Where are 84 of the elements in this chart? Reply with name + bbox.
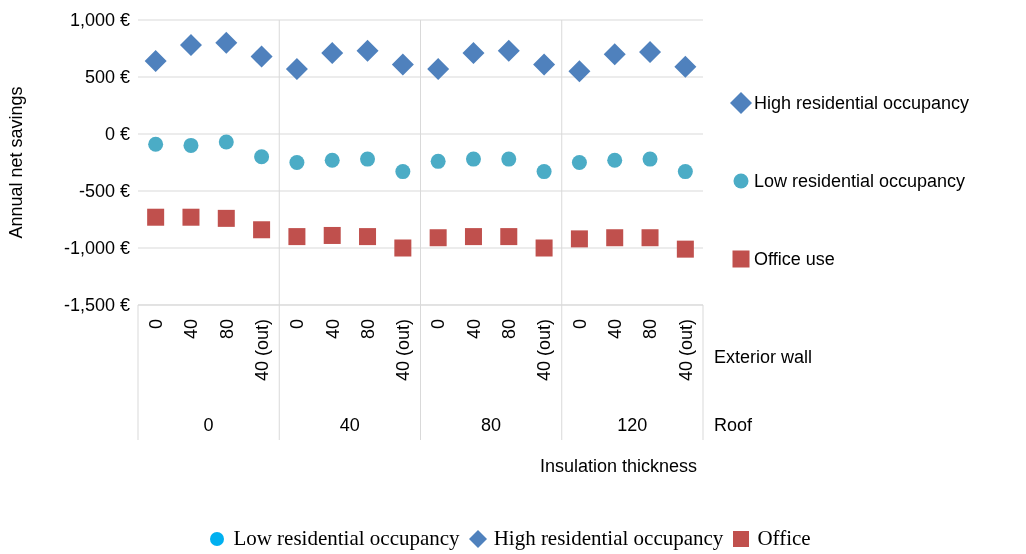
x-tick-label: 40 (out) (251, 319, 272, 382)
point (639, 40, 662, 63)
y-tick-label: -500 € (78, 181, 130, 202)
point (253, 221, 271, 239)
point (607, 152, 623, 168)
point (359, 228, 377, 246)
point (429, 229, 447, 247)
point (250, 45, 273, 68)
point (603, 43, 626, 66)
point (465, 151, 481, 167)
point (536, 164, 552, 180)
point (360, 151, 376, 167)
point (462, 42, 485, 65)
x-tick-label: 40 (181, 319, 202, 340)
point (147, 208, 165, 226)
point (641, 229, 659, 247)
point (464, 228, 482, 246)
y-tick-label: 0 € (104, 124, 130, 145)
text: Office (757, 526, 811, 551)
point (571, 155, 587, 170)
point (182, 208, 200, 226)
text: 40 (339, 415, 360, 436)
text: Low residential occupancy (233, 526, 460, 551)
point (324, 152, 340, 168)
text: Roof (714, 415, 754, 436)
point (677, 164, 693, 180)
point (533, 53, 556, 76)
x-tick-label: 40 (605, 319, 626, 340)
y-tick-label: -1,500 € (63, 295, 130, 316)
x-tick-label: 80 (499, 319, 520, 340)
point (642, 151, 658, 167)
point (430, 153, 446, 169)
point (217, 209, 235, 227)
point (391, 53, 414, 76)
x-tick-label: 80 (357, 319, 378, 340)
x-tick-label: 40 (out) (675, 319, 696, 382)
y-tick-label: -1,000 € (63, 238, 130, 259)
point (356, 39, 379, 62)
text: Exterior wall (714, 347, 813, 368)
point (570, 230, 588, 248)
point (183, 137, 199, 153)
text: 120 (617, 415, 648, 436)
legend-label: Low residential occupancy (754, 170, 966, 192)
y-tick-label: 500 € (84, 67, 130, 88)
text: 80 (481, 415, 502, 436)
point (500, 228, 518, 246)
text: High residential occupancy (493, 526, 724, 551)
x-tick-label: 40 (out) (393, 319, 414, 382)
point (148, 136, 164, 152)
point (285, 58, 308, 81)
legend-label: High residential occupancy (754, 92, 970, 114)
legend-label: Office use (754, 248, 835, 270)
point (215, 31, 238, 54)
point (289, 155, 305, 170)
point (674, 55, 697, 78)
x-tick-label: 40 (463, 319, 484, 340)
point (394, 239, 412, 257)
x-tick-label: 40 (out) (534, 319, 555, 382)
point (497, 39, 520, 62)
point (676, 240, 694, 258)
x-tick-label: 80 (216, 319, 237, 340)
y-tick-label: 1,000 € (69, 10, 130, 31)
point (288, 228, 306, 246)
point (254, 149, 270, 165)
point (501, 151, 517, 167)
point (395, 164, 411, 180)
y-axis-title: Annual net savings (6, 86, 27, 239)
text: 0 (203, 415, 214, 436)
x-tick-label: 80 (640, 319, 661, 340)
point (427, 58, 450, 81)
point (179, 34, 202, 57)
point (568, 60, 591, 83)
x-tick-label: 40 (322, 319, 343, 340)
x-tick-label: 0 (287, 319, 308, 330)
point (323, 226, 341, 244)
point (144, 50, 167, 73)
point (218, 134, 234, 150)
x-tick-label: 0 (428, 319, 449, 330)
point (606, 229, 624, 247)
point (535, 239, 553, 257)
x-tick-label: 0 (569, 319, 590, 330)
point (321, 42, 344, 65)
x-axis-title: Insulation thickness (539, 456, 697, 476)
x-tick-label: 0 (145, 319, 166, 330)
